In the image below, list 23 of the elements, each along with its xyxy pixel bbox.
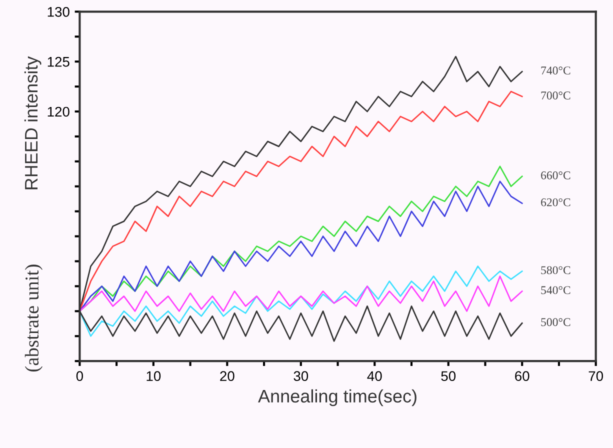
x-tick-label: 0: [76, 371, 84, 382]
series-label: 740°C: [541, 66, 570, 75]
x-tick-label: 60: [515, 371, 530, 382]
x-tick-label: 20: [220, 371, 234, 382]
series-label: 660°C: [541, 171, 570, 180]
x-axis-title: Annealing time(sec): [258, 389, 416, 406]
line-series: [80, 266, 523, 337]
text: (abstrate unit): [24, 264, 43, 372]
x-tick-label: 50: [441, 371, 456, 382]
y-tick-label: 125: [48, 56, 70, 67]
y-tick-label: 130: [48, 6, 70, 17]
series-label: 540°C: [541, 286, 570, 294]
y-tick-label: 120: [48, 106, 70, 117]
y-axis-title: RHEED intensity: [24, 56, 42, 190]
series-label: 580°C: [541, 266, 570, 274]
series-label: 500°C: [541, 318, 570, 326]
x-tick-label: 10: [146, 371, 161, 382]
x-tick-label: 40: [367, 371, 382, 382]
x-tick-label: 30: [294, 371, 308, 382]
line-series: [80, 276, 523, 312]
x-tick-label: 70: [588, 371, 604, 382]
series-label: 700°C: [541, 92, 570, 100]
series-label: 620°C: [541, 198, 570, 206]
